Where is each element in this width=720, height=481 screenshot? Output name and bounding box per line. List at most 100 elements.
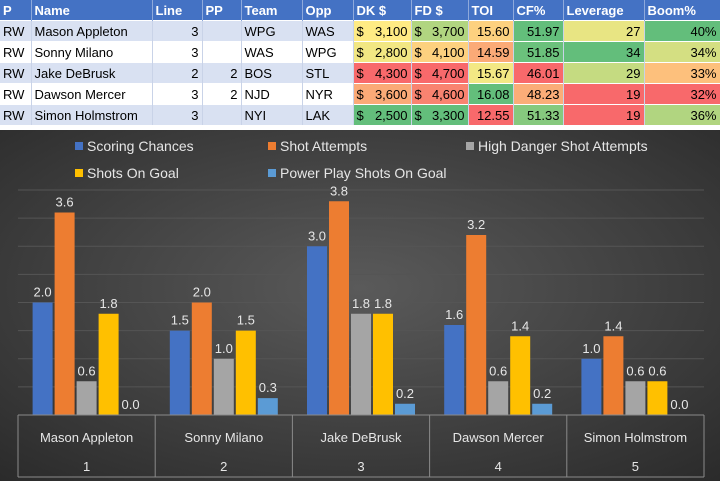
data-label: 1.0 — [215, 341, 233, 356]
x-tick-label: Mason Appleton — [40, 430, 133, 445]
cell-boom: 32% — [644, 83, 720, 105]
cell-p: RW — [0, 62, 32, 84]
currency-symbol: $ — [356, 44, 364, 60]
data-label: 1.8 — [374, 296, 392, 311]
cell-opp: LAK — [302, 104, 354, 125]
cell-p: RW — [0, 41, 32, 63]
cell-fd: $4,600 — [411, 83, 469, 105]
col-header-leverage[interactable]: Leverage — [563, 0, 645, 21]
cell-name: Sonny Milano — [31, 41, 153, 63]
bar-chart-svg: 2.0 1.5 3.0 1.6 1.0 3.6 2.0 3.8 3.2 1.4 0.6 1.0 1.8 0… — [0, 130, 720, 481]
currency-symbol: $ — [356, 86, 364, 102]
player-stats-table: P Name Line PP Team Opp DK $ FD $ TOI CF… — [0, 0, 720, 125]
table-row[interactable]: RW Sonny Milano 3 WAS WPG $2,800 $4,100 … — [0, 41, 720, 63]
table-row[interactable]: RW Mason Appleton 3 WPG WAS $3,100 $3,70… — [0, 20, 720, 42]
cell-p: RW — [0, 20, 32, 42]
x-tick-index: 2 — [220, 459, 227, 474]
bar-4-3 — [532, 403, 553, 415]
fd-value: 3,300 — [431, 107, 465, 123]
data-label: 1.5 — [171, 313, 189, 328]
cell-name: Mason Appleton — [31, 20, 153, 42]
bar-2-2 — [351, 313, 371, 415]
data-label: 1.0 — [582, 341, 600, 356]
col-header-p[interactable]: P — [0, 0, 32, 21]
col-header-boom[interactable]: Boom% — [644, 0, 720, 21]
cell-line: 3 — [152, 83, 203, 105]
cell-opp: STL — [302, 62, 354, 84]
cell-pp: 2 — [202, 62, 242, 84]
col-header-line[interactable]: Line — [152, 0, 203, 21]
cell-pp — [202, 20, 242, 42]
cell-leverage: 19 — [563, 83, 645, 105]
col-header-cf[interactable]: CF% — [513, 0, 564, 21]
cell-line: 3 — [152, 41, 203, 63]
legend-swatch — [75, 142, 83, 150]
cell-pp: 2 — [202, 83, 242, 105]
cell-dk: $4,300 — [353, 62, 412, 84]
cell-team: NYI — [241, 104, 303, 125]
currency-symbol: $ — [414, 23, 422, 39]
data-label: 0.6 — [489, 363, 507, 378]
data-label: 1.8 — [352, 296, 370, 311]
cell-toi: 15.60 — [468, 20, 514, 42]
fd-value: 3,700 — [431, 23, 465, 39]
col-header-name[interactable]: Name — [31, 0, 153, 21]
legend-entry: High Danger Shot Attempts — [478, 138, 648, 154]
chart-background — [0, 130, 720, 481]
currency-symbol: $ — [414, 107, 422, 123]
table-row[interactable]: RW Simon Holmstrom 3 NYI LAK $2,500 $3,3… — [0, 104, 720, 125]
fd-value: 4,700 — [431, 65, 465, 81]
data-label: 0.6 — [626, 363, 644, 378]
bar-3-3 — [510, 336, 531, 415]
cell-boom: 33% — [644, 62, 720, 84]
col-header-dk[interactable]: DK $ — [353, 0, 412, 21]
cell-line: 2 — [152, 62, 203, 84]
data-label: 3.6 — [56, 195, 74, 210]
currency-symbol: $ — [356, 65, 364, 81]
data-label: 3.8 — [330, 183, 348, 198]
dk-value: 4,300 — [374, 65, 408, 81]
legend-entry: Shots On Goal — [87, 165, 179, 181]
col-header-team[interactable]: Team — [241, 0, 303, 21]
bar-0-3 — [444, 325, 465, 415]
cell-leverage: 34 — [563, 41, 645, 63]
table-row[interactable]: RW Dawson Mercer 3 2 NJD NYR $3,600 $4,6… — [0, 83, 720, 105]
table-row[interactable]: RW Jake DeBrusk 2 2 BOS STL $4,300 $4,70… — [0, 62, 720, 84]
table-header-row: P Name Line PP Team Opp DK $ FD $ TOI CF… — [0, 0, 720, 21]
cell-line: 3 — [152, 20, 203, 42]
data-label: 1.8 — [100, 296, 118, 311]
cell-fd: $3,700 — [411, 20, 469, 42]
cell-cf: 48.23 — [513, 83, 564, 105]
currency-symbol: $ — [414, 44, 422, 60]
bar-0-2 — [307, 246, 327, 415]
legend-swatch — [75, 169, 83, 177]
cell-fd: $4,100 — [411, 41, 469, 63]
data-label: 1.4 — [604, 318, 622, 333]
bar-2-3 — [488, 381, 509, 415]
cell-cf: 51.33 — [513, 104, 564, 125]
data-label: 3.0 — [308, 228, 326, 243]
cell-pp — [202, 104, 242, 125]
dk-value: 3,100 — [374, 23, 408, 39]
legend-swatch — [466, 142, 474, 150]
dk-value: 2,800 — [374, 44, 408, 60]
data-label: 0.6 — [78, 363, 96, 378]
col-header-toi[interactable]: TOI — [468, 0, 514, 21]
x-tick-index: 4 — [495, 459, 502, 474]
bar-3-1 — [235, 330, 256, 415]
cell-dk: $3,600 — [353, 83, 412, 105]
cell-p: RW — [0, 104, 32, 125]
cell-leverage: 19 — [563, 104, 645, 125]
legend-entry: Scoring Chances — [87, 138, 194, 154]
data-label: 1.5 — [237, 313, 255, 328]
data-label: 0.2 — [396, 386, 414, 401]
col-header-pp[interactable]: PP — [202, 0, 242, 21]
col-header-fd[interactable]: FD $ — [411, 0, 469, 21]
legend-entry: Shot Attempts — [280, 138, 367, 154]
col-header-opp[interactable]: Opp — [302, 0, 354, 21]
data-label: 0.2 — [533, 386, 551, 401]
cell-opp: WAS — [302, 20, 354, 42]
x-tick-index: 5 — [632, 459, 639, 474]
bar-1-3 — [466, 235, 487, 415]
bar-4-2 — [395, 403, 415, 415]
